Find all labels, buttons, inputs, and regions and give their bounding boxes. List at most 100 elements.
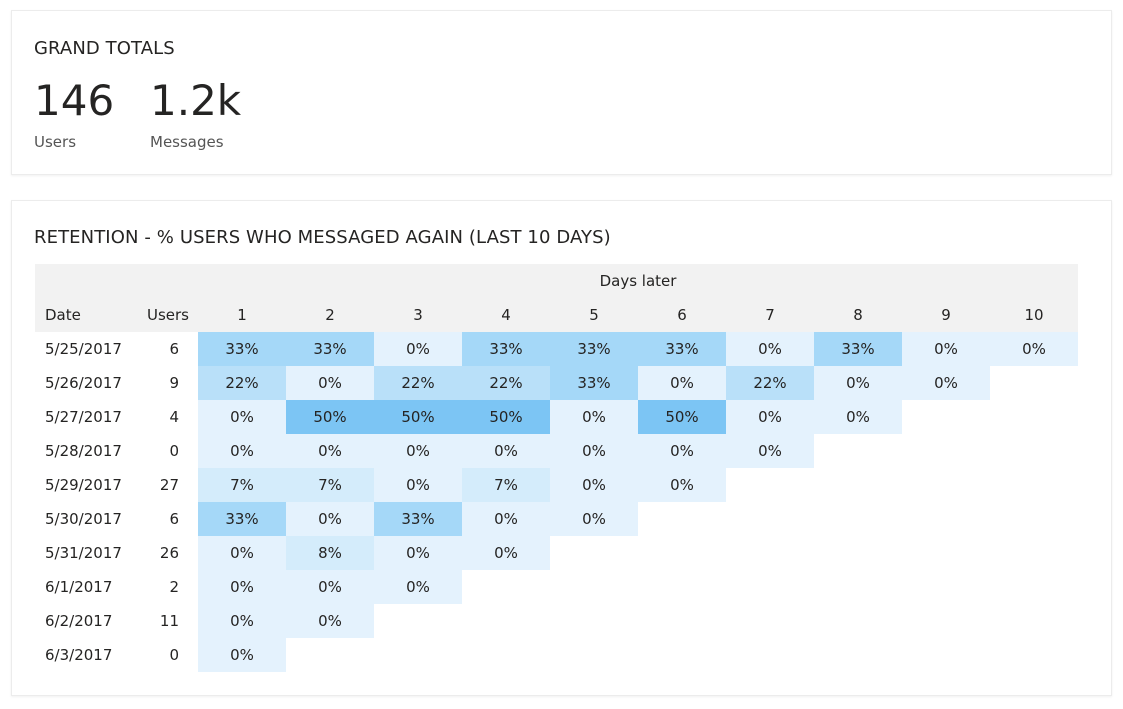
day-column-header: 1: [198, 298, 286, 332]
row-users: 2: [169, 578, 179, 596]
retention-cell: 33%: [198, 502, 286, 536]
retention-cell: 0%: [902, 332, 990, 366]
row-date: 5/26/2017: [45, 374, 122, 392]
day-column-header: 7: [726, 298, 814, 332]
retention-table: Days later Date Users 1 2 3 4 5 6 7 8 9 10 5/25/2017 6…: [35, 264, 1078, 672]
day-column-header: 10: [990, 298, 1078, 332]
retention-cell: 7%: [198, 468, 286, 502]
retention-cell: 0%: [374, 468, 462, 502]
retention-cell: 33%: [550, 332, 638, 366]
retention-cell: 0%: [462, 502, 550, 536]
row-date: 5/27/2017: [45, 408, 122, 426]
retention-cell: 0%: [726, 400, 814, 434]
row-date: 5/29/2017: [45, 476, 122, 494]
day-column-header: 6: [638, 298, 726, 332]
day-column-header: 9: [902, 298, 990, 332]
retention-cell: 0%: [550, 502, 638, 536]
retention-cell: 0%: [726, 332, 814, 366]
retention-cell: 33%: [462, 332, 550, 366]
row-users: 9: [169, 374, 179, 392]
retention-cell: 0%: [550, 434, 638, 468]
retention-cell: 0%: [286, 570, 374, 604]
retention-cell: 0%: [286, 366, 374, 400]
retention-cell: 0%: [814, 400, 902, 434]
retention-cell: 0%: [198, 638, 286, 672]
retention-cell: 50%: [286, 400, 374, 434]
row-date: 5/31/2017: [45, 544, 122, 562]
retention-cell: 0%: [462, 536, 550, 570]
row-users: 6: [169, 340, 179, 358]
row-users: 11: [159, 612, 179, 630]
retention-cell: 0%: [286, 502, 374, 536]
retention-cell: 33%: [814, 332, 902, 366]
retention-cell: 0%: [374, 570, 462, 604]
day-column-header: 4: [462, 298, 550, 332]
retention-cell: 50%: [374, 400, 462, 434]
row-date: 5/28/2017: [45, 442, 122, 460]
retention-cell: 0%: [374, 332, 462, 366]
retention-cell: 0%: [374, 434, 462, 468]
row-date: 6/1/2017: [45, 578, 113, 596]
retention-cell: 0%: [990, 332, 1078, 366]
retention-title: RETENTION - % USERS WHO MESSAGED AGAIN (…: [34, 227, 611, 248]
days-later-header: Days later: [198, 264, 1078, 298]
retention-cell: 33%: [374, 502, 462, 536]
users-column-header: Users: [138, 298, 198, 332]
grand-totals-title: GRAND TOTALS: [34, 38, 175, 59]
retention-cell: 22%: [374, 366, 462, 400]
retention-card: RETENTION - % USERS WHO MESSAGED AGAIN (…: [11, 200, 1112, 696]
row-users: 0: [169, 646, 179, 664]
day-column-header: 5: [550, 298, 638, 332]
retention-cell: 0%: [462, 434, 550, 468]
row-users: 6: [169, 510, 179, 528]
retention-cell: 0%: [198, 434, 286, 468]
retention-cell: 8%: [286, 536, 374, 570]
retention-cell: 0%: [638, 468, 726, 502]
retention-cell: 0%: [198, 604, 286, 638]
row-date: 6/2/2017: [45, 612, 113, 630]
header-corner: [35, 264, 198, 298]
retention-cell: 0%: [286, 434, 374, 468]
users-stat: 146 Users: [34, 75, 114, 151]
messages-count: 1.2k: [150, 76, 242, 125]
retention-cell: 33%: [550, 366, 638, 400]
users-count: 146: [34, 76, 115, 125]
retention-cell: 0%: [198, 570, 286, 604]
retention-cell: 0%: [550, 400, 638, 434]
row-users: 0: [169, 442, 179, 460]
retention-cell: 0%: [902, 366, 990, 400]
row-date: 5/25/2017: [45, 340, 122, 358]
day-column-header: 8: [814, 298, 902, 332]
retention-cell: 0%: [198, 400, 286, 434]
retention-cell: 0%: [286, 604, 374, 638]
retention-cell: 33%: [286, 332, 374, 366]
retention-cell: 33%: [638, 332, 726, 366]
retention-cell: 22%: [462, 366, 550, 400]
date-column-header: Date: [35, 298, 138, 332]
retention-cell: 7%: [286, 468, 374, 502]
row-date: 5/30/2017: [45, 510, 122, 528]
retention-cell: 0%: [550, 468, 638, 502]
retention-cell: 0%: [638, 434, 726, 468]
row-users: 26: [159, 544, 179, 562]
retention-cell: 50%: [638, 400, 726, 434]
retention-cell: 0%: [374, 536, 462, 570]
retention-cell: 33%: [198, 332, 286, 366]
retention-cell: 0%: [726, 434, 814, 468]
retention-cell: 7%: [462, 468, 550, 502]
retention-cell: 22%: [726, 366, 814, 400]
retention-cell: 0%: [198, 536, 286, 570]
day-column-header: 3: [374, 298, 462, 332]
users-label: Users: [34, 133, 77, 151]
messages-label: Messages: [150, 133, 224, 151]
retention-cell: 0%: [814, 366, 902, 400]
retention-cell: 22%: [198, 366, 286, 400]
row-users: 27: [159, 476, 179, 494]
messages-stat: 1.2k Messages: [150, 75, 241, 151]
row-users: 4: [169, 408, 179, 426]
retention-cell: 0%: [638, 366, 726, 400]
row-date: 6/3/2017: [45, 646, 113, 664]
grand-totals-card: GRAND TOTALS 146 Users 1.2k Messages: [11, 10, 1112, 175]
day-column-header: 2: [286, 298, 374, 332]
retention-cell: 50%: [462, 400, 550, 434]
